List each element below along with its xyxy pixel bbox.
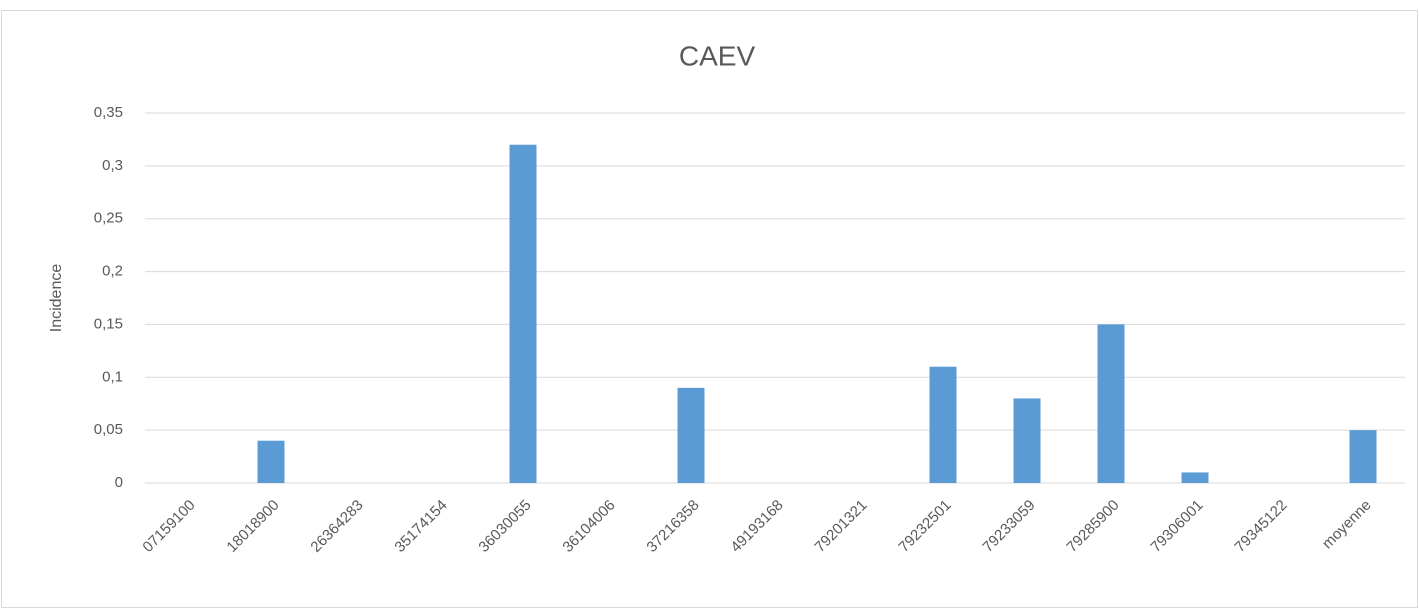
bar: [1181, 472, 1209, 483]
bar: [1013, 398, 1041, 483]
y-tick-label: 0,05: [94, 421, 123, 438]
y-tick-label: 0,3: [102, 157, 123, 174]
y-tick-label: 0,1: [102, 368, 123, 385]
y-tick-label: 0,25: [94, 210, 123, 227]
bar: [1349, 430, 1377, 483]
chart-border: [1, 10, 1418, 608]
y-tick-label: 0,15: [94, 315, 123, 332]
bar: [1097, 324, 1125, 483]
bar: [509, 144, 537, 483]
bar: [257, 440, 285, 483]
y-tick-label: 0: [115, 474, 123, 491]
bar: [677, 387, 705, 483]
y-axis-title: Incidence: [48, 264, 65, 333]
bar: [929, 366, 957, 483]
y-tick-label: 0,35: [94, 104, 123, 121]
chart-title: CAEV: [679, 40, 756, 71]
y-tick-label: 0,2: [102, 263, 123, 280]
